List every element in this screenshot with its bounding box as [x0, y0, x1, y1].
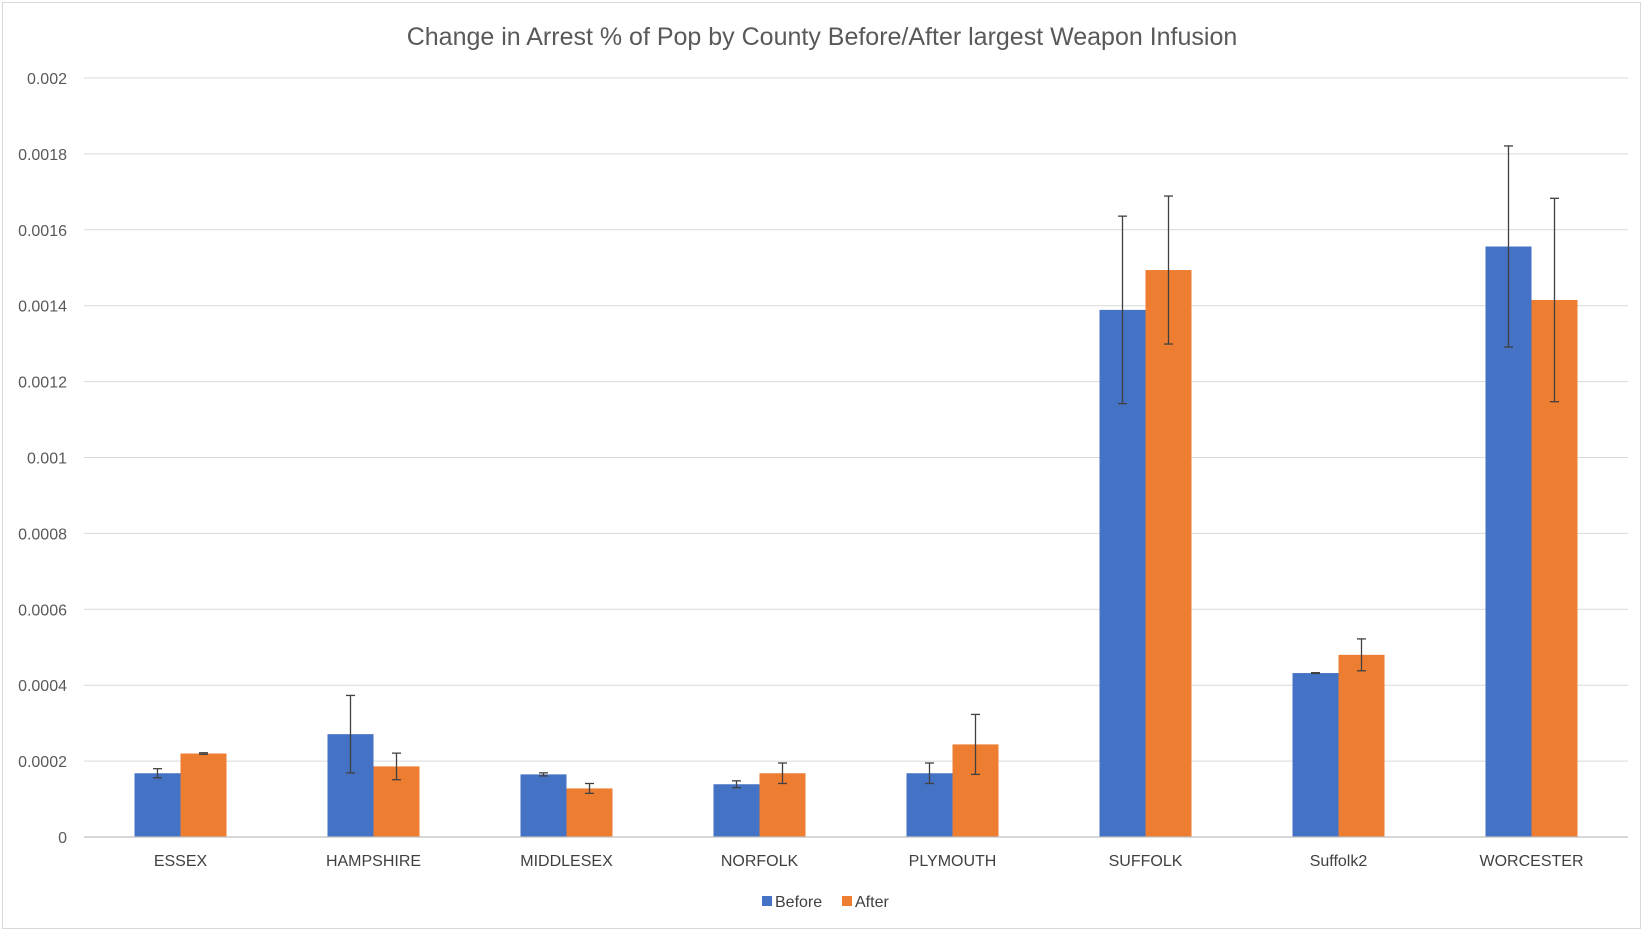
x-category-label: WORCESTER — [1480, 853, 1584, 870]
y-tick-label: 0.0018 — [18, 147, 67, 164]
bar-before-middlesex — [520, 774, 567, 837]
error-bar-after-worcester — [1550, 197, 1559, 403]
x-category-label: PLYMOUTH — [909, 853, 997, 870]
x-category-label: HAMPSHIRE — [326, 853, 421, 870]
y-tick-label: 0.0014 — [18, 299, 67, 316]
legend-swatch — [842, 896, 852, 906]
error-bar-before-suffolk — [1118, 215, 1127, 405]
error-bar-before-suffolk2 — [1311, 672, 1320, 675]
legend-item-after: After — [842, 894, 889, 911]
error-bar-after-norfolk — [778, 762, 787, 785]
y-tick-label: 0.0004 — [18, 678, 67, 695]
bar-after-suffolk2 — [1338, 654, 1385, 837]
x-category-label: SUFFOLK — [1109, 853, 1183, 870]
y-tick-label: 0.0008 — [18, 526, 67, 543]
bar-after-suffolk — [1145, 270, 1192, 838]
error-bar-after-suffolk2 — [1357, 638, 1366, 672]
bar-after-essex — [180, 753, 227, 837]
bars — [134, 246, 1578, 838]
error-bar-before-plymouth — [925, 762, 934, 785]
legend-label: After — [855, 894, 889, 911]
error-bar-after-hampshire — [392, 752, 401, 781]
legend: Before After — [762, 894, 889, 911]
legend-swatch — [762, 896, 772, 906]
x-category-label: Suffolk2 — [1310, 853, 1368, 870]
error-bar-after-essex — [199, 752, 208, 755]
y-tick-label: 0.0002 — [18, 754, 67, 771]
bar-before-norfolk — [713, 784, 760, 837]
y-axis-ticks: 0 0.0002 0.0004 0.0006 0.0008 0.001 0.0012 0.00… — [18, 71, 67, 847]
bar-before-essex — [134, 773, 181, 837]
x-category-label: MIDDLESEX — [520, 853, 613, 870]
error-bar-before-worcester — [1504, 145, 1513, 348]
y-tick-label: 0.002 — [27, 71, 67, 88]
legend-item-before: Before — [762, 894, 822, 911]
y-tick-label: 0.0016 — [18, 223, 67, 240]
error-bar-before-middlesex — [539, 772, 548, 777]
gridlines — [84, 77, 1628, 762]
y-tick-label: 0.0012 — [18, 375, 67, 392]
error-bar-after-middlesex — [585, 782, 594, 795]
error-bar-after-plymouth — [971, 713, 980, 776]
error-bar-before-norfolk — [732, 780, 741, 789]
error-bars — [153, 145, 1559, 795]
y-tick-label: 0.0006 — [18, 602, 67, 619]
x-axis-categories: ESSEX HAMPSHIRE MIDDLESEX NORFOLK PLYMOUTH SU… — [154, 853, 1584, 870]
x-category-label: ESSEX — [154, 853, 208, 870]
y-tick-label: 0.001 — [27, 451, 67, 468]
chart-title: Change in Arrest % of Pop by County Befo… — [407, 23, 1238, 51]
bar-after-middlesex — [566, 788, 613, 837]
bar-before-suffolk2 — [1292, 673, 1339, 837]
error-bar-before-hampshire — [346, 694, 355, 774]
error-bar-before-essex — [153, 768, 162, 779]
error-bar-after-suffolk — [1164, 195, 1173, 345]
legend-label: Before — [775, 894, 822, 911]
y-tick-label: 0 — [58, 830, 67, 847]
x-category-label: NORFOLK — [721, 853, 799, 870]
